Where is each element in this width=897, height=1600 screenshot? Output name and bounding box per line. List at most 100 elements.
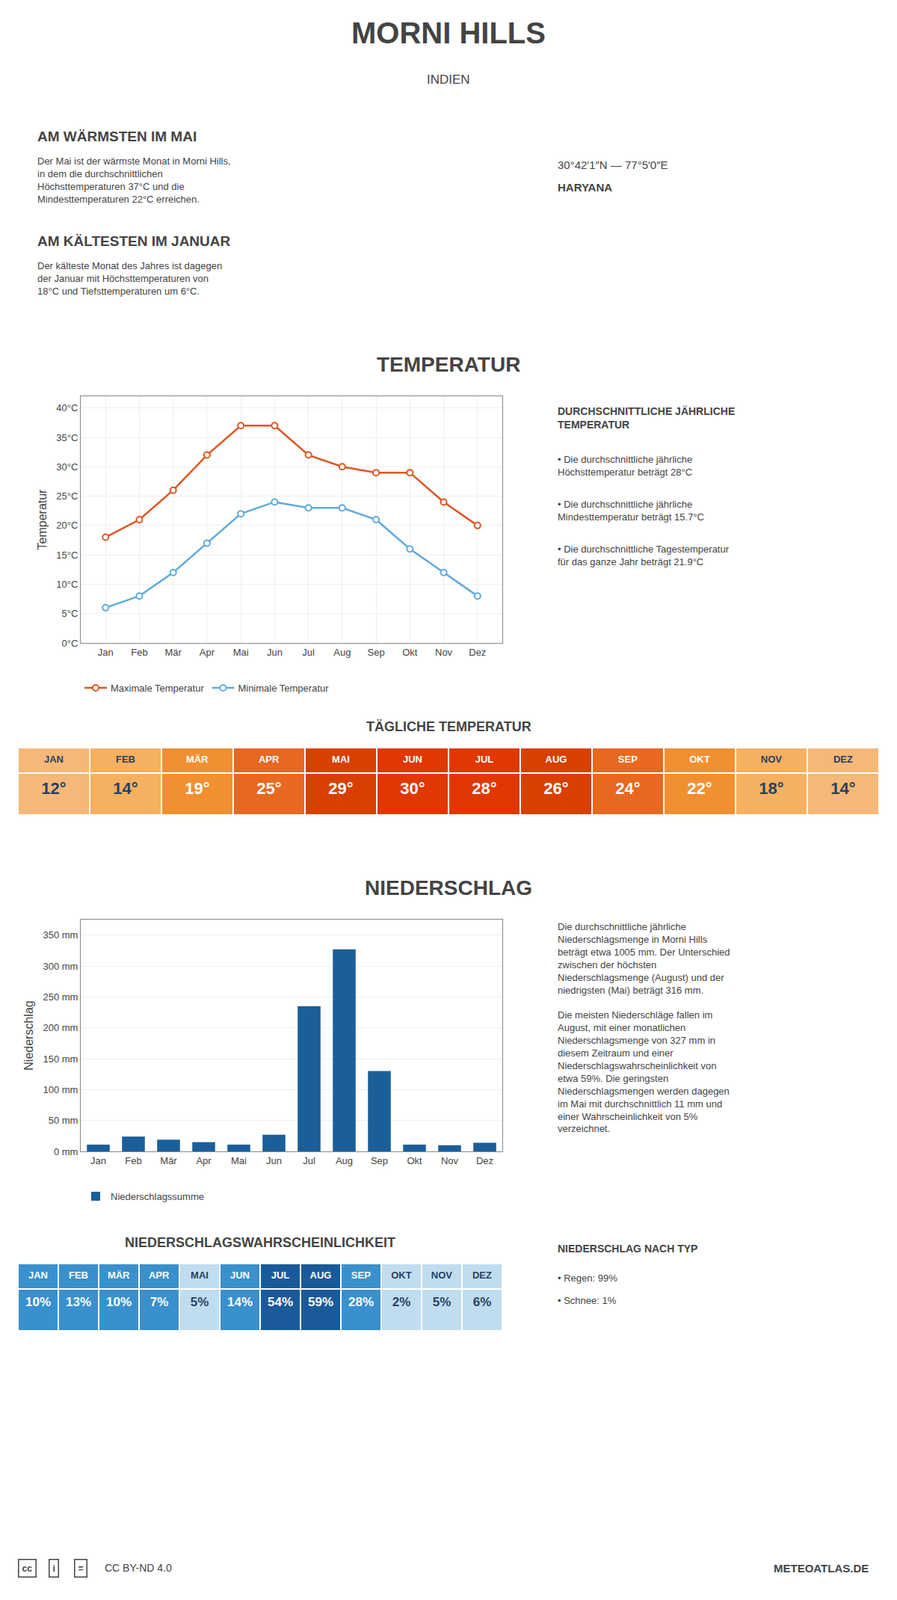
svg-text:10%: 10% <box>25 1294 51 1309</box>
svg-text:150 mm: 150 mm <box>42 1053 78 1065</box>
svg-text:6%: 6% <box>473 1294 492 1309</box>
svg-text:DEZ: DEZ <box>472 1269 492 1281</box>
svg-text:24°: 24° <box>615 778 640 798</box>
svg-text:Jul: Jul <box>301 646 315 658</box>
svg-text:40°C: 40°C <box>56 402 78 414</box>
svg-text:0°C: 0°C <box>62 637 79 649</box>
svg-text:AUG: AUG <box>310 1269 332 1281</box>
svg-text:• Schnee: 1%: • Schnee: 1% <box>557 1294 617 1306</box>
svg-text:Mär: Mär <box>164 646 182 658</box>
svg-text:NIEDERSCHLAG: NIEDERSCHLAG <box>364 876 533 900</box>
svg-text:19°: 19° <box>184 778 210 798</box>
svg-text:Minimale Temperatur: Minimale Temperatur <box>237 682 329 694</box>
svg-text:TEMPERATUR: TEMPERATUR <box>376 352 521 376</box>
svg-text:Jul: Jul <box>302 1154 316 1167</box>
svg-text:12°: 12° <box>41 778 66 798</box>
svg-text:MAI: MAI <box>190 1269 209 1281</box>
svg-text:=: = <box>78 1563 84 1574</box>
svg-text:SEP: SEP <box>618 753 638 765</box>
svg-text:Nov: Nov <box>435 646 453 658</box>
svg-text:25°C: 25°C <box>56 490 78 502</box>
svg-text:14°: 14° <box>112 778 138 798</box>
svg-text:MORNI HILLS: MORNI HILLS <box>351 16 546 50</box>
svg-text:22°: 22° <box>686 778 712 798</box>
svg-text:100 mm: 100 mm <box>42 1083 78 1096</box>
svg-text:28%: 28% <box>348 1294 374 1309</box>
svg-text:JUL: JUL <box>475 753 495 765</box>
svg-text:• Regen: 99%: • Regen: 99% <box>557 1272 618 1284</box>
svg-text:10°C: 10°C <box>56 578 78 590</box>
svg-text:SEP: SEP <box>351 1269 371 1281</box>
svg-text:250 mm: 250 mm <box>42 991 78 1003</box>
svg-text:35°C: 35°C <box>56 432 78 444</box>
svg-text:7%: 7% <box>150 1294 169 1309</box>
svg-text:15°C: 15°C <box>56 549 78 561</box>
svg-text:OKT: OKT <box>689 753 711 765</box>
svg-text:JUN: JUN <box>230 1269 250 1281</box>
svg-text:JAN: JAN <box>28 1269 48 1281</box>
svg-text:Feb: Feb <box>130 646 148 658</box>
svg-text:30°42′1″N — 77°5′0″E: 30°42′1″N — 77°5′0″E <box>557 158 669 172</box>
svg-text:OKT: OKT <box>390 1269 412 1281</box>
svg-text:MÄR: MÄR <box>186 753 209 765</box>
svg-text:i: i <box>53 1563 56 1574</box>
svg-text:NOV: NOV <box>431 1269 453 1281</box>
svg-text:FEB: FEB <box>115 753 136 765</box>
svg-text:300 mm: 300 mm <box>42 960 78 972</box>
svg-text:DURCHSCHNITTLICHE JÄHRLICHETEM: DURCHSCHNITTLICHE JÄHRLICHETEMPERATUR <box>557 405 735 431</box>
svg-text:JAN: JAN <box>44 753 64 765</box>
svg-text:• Die durchschnittliche jährli: • Die durchschnittliche jährlicheMindest… <box>557 498 705 523</box>
svg-text:CC BY-ND 4.0: CC BY-ND 4.0 <box>104 1561 172 1574</box>
svg-text:14°: 14° <box>830 778 856 798</box>
svg-text:50 mm: 50 mm <box>48 1114 79 1126</box>
svg-text:AM WÄRMSTEN IM MAI: AM WÄRMSTEN IM MAI <box>37 128 197 145</box>
svg-text:MAI: MAI <box>331 753 350 765</box>
svg-text:54%: 54% <box>267 1294 294 1309</box>
svg-text:5%: 5% <box>432 1294 452 1309</box>
svg-text:29°: 29° <box>328 778 353 798</box>
svg-text:0 mm: 0 mm <box>53 1145 79 1158</box>
svg-text:Niederschlagssumme: Niederschlagssumme <box>110 1190 205 1202</box>
svg-text:13%: 13% <box>65 1294 92 1309</box>
svg-text:Niederschlag: Niederschlag <box>22 1000 36 1070</box>
svg-text:NOV: NOV <box>760 753 783 765</box>
svg-text:Jan: Jan <box>97 646 114 658</box>
svg-text:Feb: Feb <box>124 1154 142 1167</box>
svg-text:350 mm: 350 mm <box>42 929 78 941</box>
svg-text:30°: 30° <box>399 778 425 798</box>
svg-text:5°C: 5°C <box>62 607 79 619</box>
svg-text:Mär: Mär <box>159 1154 178 1167</box>
svg-text:Die durchschnittliche jährlich: Die durchschnittliche jährlicheNiedersch… <box>557 920 731 1134</box>
svg-text:APR: APR <box>148 1269 170 1281</box>
svg-text:Okt: Okt <box>406 1154 423 1167</box>
svg-text:10%: 10% <box>106 1294 132 1309</box>
svg-text:Sep: Sep <box>367 646 385 658</box>
svg-text:INDIEN: INDIEN <box>426 72 471 87</box>
svg-text:26°: 26° <box>543 778 569 798</box>
svg-text:Aug: Aug <box>333 646 351 658</box>
svg-text:Der Mai ist der wärmste Monat: Der Mai ist der wärmste Monat in Morni H… <box>37 155 231 205</box>
svg-text:AM KÄLTESTEN IM JANUAR: AM KÄLTESTEN IM JANUAR <box>37 233 231 249</box>
svg-text:NIEDERSCHLAGSWAHRSCHEINLICHKEI: NIEDERSCHLAGSWAHRSCHEINLICHKEIT <box>124 1234 396 1250</box>
svg-text:Aug: Aug <box>335 1154 353 1167</box>
svg-text:18°: 18° <box>758 778 784 798</box>
svg-text:Jan: Jan <box>90 1154 107 1167</box>
svg-text:200 mm: 200 mm <box>42 1021 78 1034</box>
svg-text:Der kälteste Monat des Jahres: Der kälteste Monat des Jahres ist dagege… <box>37 260 223 297</box>
svg-text:14%: 14% <box>227 1294 253 1309</box>
svg-text:20°C: 20°C <box>56 519 78 531</box>
svg-text:2%: 2% <box>392 1294 412 1309</box>
svg-text:Dez: Dez <box>468 646 486 658</box>
svg-text:59%: 59% <box>307 1294 334 1309</box>
svg-text:JUN: JUN <box>402 753 423 765</box>
svg-text:HARYANA: HARYANA <box>557 180 613 194</box>
svg-text:Apr: Apr <box>195 1154 212 1167</box>
svg-text:Sep: Sep <box>370 1154 388 1167</box>
svg-text:5%: 5% <box>190 1294 210 1309</box>
svg-text:28°: 28° <box>471 778 497 798</box>
svg-text:• Die durchschnittliche jährli: • Die durchschnittliche jährlicheHöchstt… <box>557 453 693 478</box>
svg-text:Dez: Dez <box>476 1154 494 1167</box>
svg-text:Temperatur: Temperatur <box>35 488 49 551</box>
svg-text:NIEDERSCHLAG NACH TYP: NIEDERSCHLAG NACH TYP <box>557 1242 698 1255</box>
svg-text:Jun: Jun <box>266 1154 282 1167</box>
